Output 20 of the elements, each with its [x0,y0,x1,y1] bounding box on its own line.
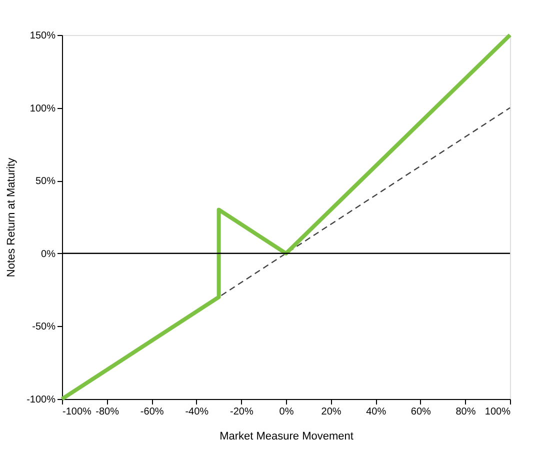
x-tick-label: 40% [366,406,386,418]
x-axis-title: Market Measure Movement [220,430,354,442]
y-tick-label: -50% [32,322,56,333]
y-axis-title: Notes Return at Maturity [6,157,18,278]
x-tick-label: -100% [62,406,92,418]
x-tick-label: 80% [456,406,476,418]
y-tick-label: 0% [41,248,56,260]
y-tick-label: 150% [30,30,56,42]
y-tick-label: 100% [30,103,56,114]
line-series [60,33,512,401]
x-tick-label: 20% [321,406,342,418]
x-tick-label: -60% [140,406,164,418]
x-tick-label: 0% [279,406,294,418]
x-tick-label: -20% [230,406,254,418]
y-tick-label: -100% [26,394,56,406]
x-tick-label: 100% [484,406,511,418]
y-tick-label: 50% [35,176,56,188]
x-tick-label: -80% [96,406,120,418]
x-tick-label: 60% [410,406,432,418]
x-tick-label: -40% [185,406,209,418]
